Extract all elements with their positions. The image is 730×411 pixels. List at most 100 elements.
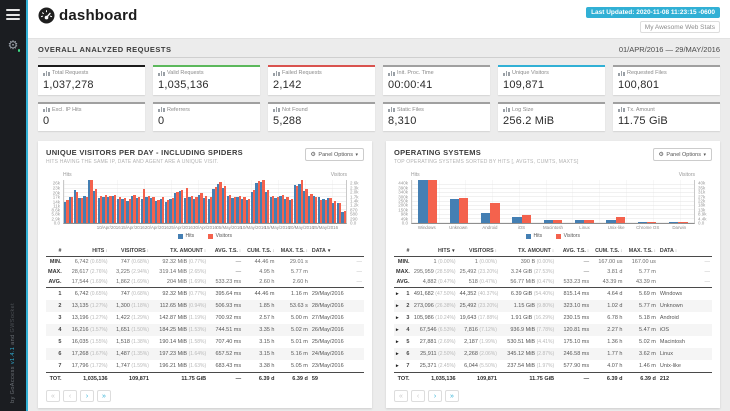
- bar-hits[interactable]: [449, 198, 459, 223]
- column-header[interactable]: MAX. T.S.↕: [276, 245, 310, 257]
- bar-visitors[interactable]: [147, 195, 150, 223]
- column-header[interactable]: CUM. T.S.↕: [243, 245, 277, 257]
- bar-visitors[interactable]: [95, 189, 98, 223]
- bar-visitors[interactable]: [267, 190, 270, 223]
- bar-visitors[interactable]: [243, 197, 246, 223]
- bar-visitors[interactable]: [276, 196, 280, 223]
- column-header[interactable]: AVG. T.S.↕: [208, 245, 244, 257]
- bar-visitors[interactable]: [615, 216, 625, 223]
- bar-hits[interactable]: [92, 191, 96, 223]
- expand-icon[interactable]: ▸: [396, 315, 399, 321]
- bar-visitors[interactable]: [185, 188, 189, 223]
- table-row[interactable]: 4 16,216 (1.57%) 1,651 (1.50%) 184.25 MiB (…: [46, 324, 364, 336]
- bar-visitors[interactable]: [114, 194, 117, 223]
- bar-group[interactable]: [164, 180, 170, 223]
- bar-group[interactable]: [178, 180, 184, 223]
- bar-hits[interactable]: [116, 198, 119, 223]
- bar-visitors[interactable]: [123, 198, 127, 223]
- bar-visitors[interactable]: [238, 195, 241, 223]
- bar-visitors[interactable]: [315, 196, 318, 223]
- bar-group[interactable]: [307, 180, 313, 223]
- bar-hits[interactable]: [327, 198, 330, 223]
- table-row[interactable]: ▸ 7 25,371 (2.45%) 6,044 (5.50%) 237.54 MiB …: [394, 360, 712, 373]
- bar-group[interactable]: [64, 180, 69, 223]
- bar-hits[interactable]: [317, 196, 320, 223]
- bar-visitors[interactable]: [171, 197, 174, 223]
- bar-hits[interactable]: [102, 196, 105, 223]
- column-header[interactable]: CUM. T.S.↕: [591, 245, 625, 257]
- bar-group[interactable]: [298, 179, 303, 223]
- table-row[interactable]: 2 13,135 (1.27%) 1,300 (1.18%) 112.65 MiB (…: [46, 300, 364, 312]
- pager-prev-button[interactable]: ‹: [63, 390, 77, 402]
- bar-hits[interactable]: [269, 197, 272, 223]
- bar-group[interactable]: [197, 180, 203, 223]
- bar-group[interactable]: [274, 180, 280, 223]
- bar-hits[interactable]: [193, 198, 196, 223]
- bar-hits[interactable]: [481, 213, 491, 223]
- bar-hits[interactable]: [140, 198, 143, 223]
- credit-version[interactable]: v1.4.1: [10, 346, 16, 365]
- table-row[interactable]: ▸ 4 67,546 (6.53%) 7,816 (7.12%) 936.9 MiB (…: [394, 324, 712, 336]
- pager-first-button[interactable]: «: [46, 390, 60, 402]
- bar-group[interactable]: [250, 180, 256, 223]
- bar-hits[interactable]: [111, 196, 115, 223]
- bar-group[interactable]: [116, 180, 122, 223]
- bar-hits[interactable]: [88, 179, 91, 223]
- bar-visitors[interactable]: [295, 186, 299, 223]
- bar-hits[interactable]: [331, 202, 335, 223]
- column-header[interactable]: MAX. T.S.↕: [624, 245, 658, 257]
- table-row[interactable]: 1 6,742 (0.65%) 747 (0.68%) 92.32 MiB (0.77…: [46, 288, 364, 301]
- bar-hits[interactable]: [575, 220, 585, 223]
- bar-hits[interactable]: [207, 198, 210, 223]
- bar-hits[interactable]: [131, 196, 134, 223]
- bar-group[interactable]: [231, 180, 237, 223]
- bar-group[interactable]: [88, 179, 93, 223]
- pager-prev-button[interactable]: ‹: [411, 390, 425, 402]
- bar-group[interactable]: [336, 180, 342, 223]
- pager-first-button[interactable]: «: [394, 390, 408, 402]
- bar-visitors[interactable]: [71, 197, 74, 223]
- bar-group[interactable]: [92, 180, 98, 223]
- table-row[interactable]: 5 16,035 (1.55%) 1,518 (1.38%) 190.14 MiB (…: [46, 336, 364, 348]
- bar-hits[interactable]: [212, 188, 215, 223]
- bar-hits[interactable]: [159, 198, 163, 223]
- bar-visitors[interactable]: [66, 199, 69, 223]
- bar-hits[interactable]: [78, 197, 81, 223]
- bar-visitors[interactable]: [118, 197, 122, 223]
- bar-visitors[interactable]: [329, 198, 332, 223]
- bar-group[interactable]: [264, 180, 270, 223]
- expand-icon[interactable]: ▸: [396, 339, 399, 345]
- bar-visitors[interactable]: [99, 195, 103, 223]
- bar-visitors[interactable]: [190, 195, 193, 223]
- app-logo[interactable]: dashboard: [38, 7, 137, 24]
- bar-group[interactable]: [412, 179, 443, 223]
- bar-hits[interactable]: [260, 182, 263, 223]
- bar-group[interactable]: [506, 180, 537, 223]
- bar-group[interactable]: [140, 180, 146, 223]
- bar-group[interactable]: [221, 180, 227, 223]
- bar-visitors[interactable]: [427, 179, 437, 223]
- bar-hits[interactable]: [241, 198, 244, 223]
- table-row[interactable]: ▸ 1 491,682 (47.50%) 44,352 (40.37%) 6.39 Gi…: [394, 288, 712, 301]
- column-header[interactable]: VISITORS↕: [457, 245, 499, 257]
- bar-group[interactable]: [193, 180, 198, 223]
- bar-hits[interactable]: [284, 198, 287, 223]
- expand-icon[interactable]: ▸: [396, 291, 399, 297]
- bar-group[interactable]: [341, 180, 346, 223]
- bar-visitors[interactable]: [228, 194, 232, 223]
- bar-visitors[interactable]: [209, 197, 213, 223]
- bar-group[interactable]: [226, 180, 232, 223]
- bar-visitors[interactable]: [458, 197, 469, 223]
- bar-visitors[interactable]: [109, 195, 112, 223]
- bar-visitors[interactable]: [291, 198, 294, 223]
- expand-icon[interactable]: ▸: [396, 303, 399, 309]
- bar-hits[interactable]: [322, 198, 325, 223]
- bar-group[interactable]: [131, 180, 136, 223]
- bar-hits[interactable]: [178, 190, 182, 223]
- bar-visitors[interactable]: [138, 196, 141, 223]
- bar-group[interactable]: [284, 180, 289, 223]
- pager-next-button[interactable]: ›: [80, 390, 94, 402]
- bar-visitors[interactable]: [80, 198, 84, 223]
- bar-visitors[interactable]: [552, 220, 563, 223]
- menu-toggle-icon[interactable]: [6, 9, 20, 23]
